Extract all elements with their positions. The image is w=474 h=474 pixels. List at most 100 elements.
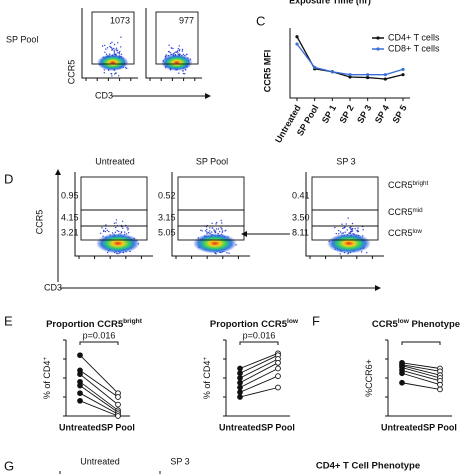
text-part: Proportion CCR5 (46, 319, 124, 330)
event-dot (110, 47, 113, 49)
event-dot (127, 232, 130, 234)
event-dot (172, 53, 174, 55)
data-point (77, 352, 83, 359)
axis-line (305, 172, 384, 257)
pair-line (401, 364, 441, 372)
data-point (237, 379, 243, 386)
event-dot (102, 230, 105, 233)
event-dot (177, 52, 179, 54)
data-point (399, 379, 405, 386)
event-dot (205, 231, 208, 233)
event-dot (211, 231, 213, 233)
pair-line (401, 369, 441, 382)
data-point (399, 370, 405, 377)
data-point (237, 389, 243, 396)
event-dot (108, 230, 110, 233)
x-tick-label: SP 4 (373, 103, 391, 125)
event-dot (168, 44, 170, 46)
event-dot (114, 231, 117, 233)
y-axis-label: CCR5 MFI (262, 50, 272, 93)
event-dot (220, 228, 223, 230)
pair-line (239, 362, 279, 384)
event-dot (111, 49, 113, 51)
event-dot (165, 54, 167, 56)
event-dot (357, 227, 359, 229)
event-dot (339, 253, 341, 255)
event-dot (100, 232, 102, 234)
gate (80, 225, 148, 241)
event-dot (228, 252, 230, 254)
pair-line (401, 382, 441, 390)
event-dot (181, 48, 184, 51)
event-dot (213, 229, 215, 231)
p-value: p=0.016 (243, 330, 276, 340)
event-dot (215, 228, 218, 230)
y-axis-label: %CCR6+ (364, 359, 374, 397)
event-dot (116, 230, 118, 232)
pair-line (79, 385, 119, 413)
data-point (237, 365, 243, 372)
event-dot (110, 73, 112, 75)
event-dot (346, 229, 348, 231)
event-dot (182, 70, 184, 72)
pair-line (79, 373, 119, 405)
event-dot (110, 46, 112, 48)
axis-line (171, 172, 250, 257)
event-dot (335, 232, 337, 235)
event-dot (115, 222, 117, 224)
significance-bracket (401, 341, 441, 345)
gate-value: 0.41 (292, 190, 310, 200)
event-dot (105, 53, 108, 55)
event-dot (204, 230, 207, 232)
gate-value: 8.11 (292, 227, 309, 237)
event-dot (201, 230, 203, 232)
event-dot (106, 229, 109, 232)
data-point (77, 397, 83, 404)
density-core (327, 233, 371, 254)
y-axis-label: % of CD4+ (42, 357, 53, 400)
panel-letter: E (4, 313, 13, 328)
event-dot (104, 44, 106, 47)
data-point (348, 75, 352, 79)
event-dot (221, 222, 223, 224)
density-core (96, 233, 140, 254)
event-dot (109, 42, 112, 45)
chart-title: Proportion CCR5low (210, 318, 299, 330)
legend-marker (376, 36, 380, 40)
plot-title: Untreated (80, 456, 120, 466)
data-point (366, 75, 370, 80)
text-part: CCR5 (388, 207, 413, 217)
event-dot (103, 229, 105, 231)
event-dot (103, 72, 106, 74)
event-dot (178, 49, 181, 51)
data-point (383, 73, 387, 77)
event-dot (120, 232, 123, 234)
event-dot (104, 230, 107, 233)
pair-line (239, 358, 279, 379)
event-dot (338, 229, 340, 232)
gate (311, 225, 379, 241)
event-dot (357, 229, 359, 232)
pair-line (401, 365, 441, 376)
pair-line (239, 354, 279, 374)
pair-line (79, 400, 119, 417)
pair-line (401, 372, 441, 386)
event-dot (111, 75, 113, 77)
event-dot (341, 223, 343, 225)
event-dot (105, 48, 107, 50)
density-core (97, 54, 129, 71)
x-axis-label: CD3 (44, 282, 62, 292)
pair-line (239, 352, 279, 369)
event-dot (351, 228, 353, 231)
event-dot (226, 252, 228, 254)
data-point (313, 65, 317, 69)
gate (91, 11, 135, 65)
data-point (437, 381, 443, 388)
event-dot (215, 223, 217, 225)
event-dot (351, 222, 354, 225)
panel-letter: C (256, 13, 265, 28)
event-dot (111, 41, 113, 43)
gate-label: CCR5low (388, 228, 422, 239)
event-dot (342, 232, 344, 234)
x-tick-label: SP Pool (101, 422, 135, 432)
